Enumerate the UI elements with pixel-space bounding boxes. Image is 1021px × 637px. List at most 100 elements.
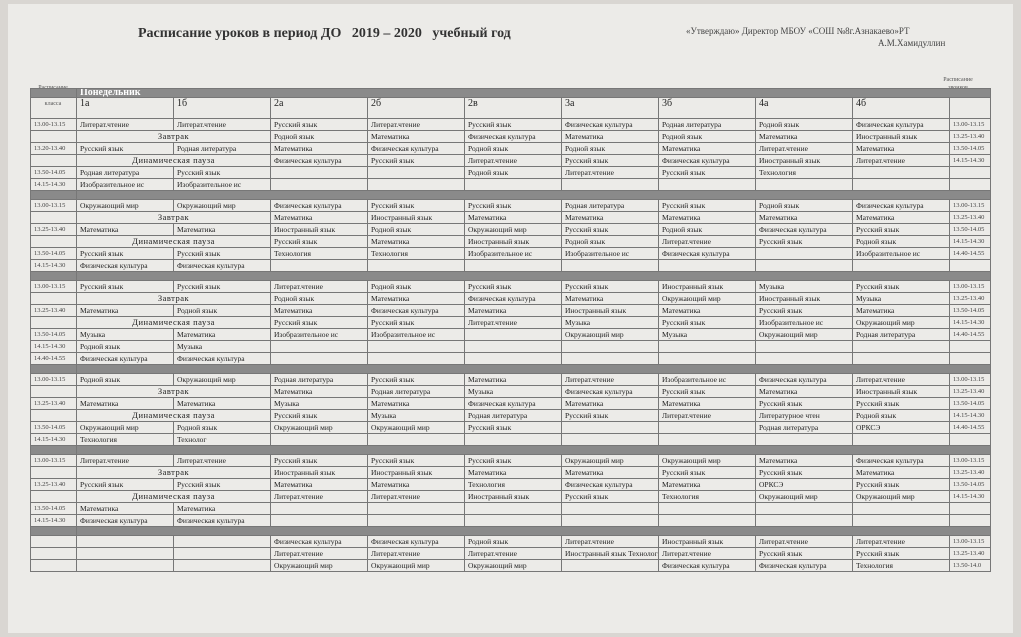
- lesson: Родной язык: [270, 292, 368, 305]
- lesson: Математика: [561, 211, 659, 224]
- lesson: Физическая культура: [658, 559, 756, 572]
- lesson-row: 13.00-13.15 Литерат.чтение Литерат.чтение Р…: [30, 454, 992, 467]
- lesson: [852, 259, 950, 272]
- lesson: Окружающий мир: [852, 490, 950, 503]
- lesson: Литерат.чтение: [173, 454, 271, 467]
- bell-time: 13.00-13.15: [30, 118, 77, 131]
- lesson: Музыка: [76, 328, 174, 341]
- lesson: Окружающий мир: [755, 328, 853, 341]
- lesson: Родная литература: [561, 199, 659, 212]
- lesson: Окружающий мир: [367, 421, 465, 434]
- bell-time: [30, 385, 77, 398]
- lesson: Литерат.чтение: [755, 142, 853, 155]
- bell-time: 13.50-14.05: [948, 223, 992, 236]
- lesson: Математика: [367, 130, 465, 143]
- lesson: Математика: [852, 304, 950, 317]
- lesson: Математика: [173, 397, 271, 410]
- day-bar: [30, 526, 992, 536]
- lesson: Физическая культура: [76, 514, 174, 527]
- lesson: Литерат.чтение: [76, 118, 174, 131]
- lesson: Физическая культура: [658, 154, 756, 167]
- lesson: Русский язык: [464, 118, 562, 131]
- break: Динамическая пауза: [76, 316, 271, 329]
- lesson-row: Динамическая пауза Литерат.чтение Литерат.…: [30, 490, 992, 503]
- bell-time: [30, 466, 77, 479]
- lesson: Окружающий мир: [270, 421, 368, 434]
- lesson: Математика: [658, 478, 756, 491]
- lesson: Музыка: [173, 340, 271, 353]
- lesson: Музыка: [561, 316, 659, 329]
- lesson-row: Физическая культура Физическая культура Ро…: [30, 535, 992, 548]
- lesson: Родная литература: [270, 373, 368, 386]
- day-name: [75, 526, 992, 536]
- lesson: Родная литература: [658, 118, 756, 131]
- lesson-row: 13.25-13.40 Математика Родной язык Математи…: [30, 304, 992, 317]
- bell-time: 14.15-14.30: [948, 316, 992, 329]
- bell-time: [30, 547, 77, 560]
- lesson: [367, 514, 465, 527]
- lesson: Физическая культура: [561, 118, 659, 131]
- bell-time: [948, 433, 992, 446]
- lesson: Иностранный язык: [367, 211, 465, 224]
- lesson: Русский язык: [270, 316, 368, 329]
- lesson: [367, 178, 465, 191]
- lesson-row: Завтрак Математика Иностранный язык Математ…: [30, 211, 992, 224]
- lesson: Иностранный язык: [852, 130, 950, 143]
- lesson: [561, 514, 659, 527]
- lesson: Русский язык: [367, 454, 465, 467]
- lesson: Русский язык: [76, 247, 174, 260]
- lesson: Физическая культура: [464, 292, 562, 305]
- lesson: Физическая культура: [755, 559, 853, 572]
- lesson-row: Динамическая пауза Русский язык Математика…: [30, 235, 992, 248]
- lesson: Иностранный язык: [561, 304, 659, 317]
- lesson: [852, 178, 950, 191]
- day-name: Понедельник: [75, 88, 992, 98]
- lesson: Математика: [658, 211, 756, 224]
- lesson-row: 13.25-13.40 Математика Математика Иностранн…: [30, 223, 992, 236]
- lesson: Родной язык: [464, 142, 562, 155]
- lesson: Русский язык: [270, 118, 368, 131]
- lesson-row: 13.00-13.15 Родной язык Окружающий мир Родн…: [30, 373, 992, 386]
- day-cell: [30, 190, 77, 200]
- lesson-row: Динамическая пауза Русский язык Русский яз…: [30, 316, 992, 329]
- day-name: [75, 271, 992, 281]
- lesson: Математика: [173, 223, 271, 236]
- lesson: Русский язык: [464, 199, 562, 212]
- lesson: Музыка: [270, 397, 368, 410]
- lesson-row: 13.00-13.15 Русский язык Русский язык Литер…: [30, 280, 992, 293]
- class-name: 3б: [658, 97, 756, 119]
- lesson: [658, 433, 756, 446]
- bell-time: 13.00-13.15: [948, 199, 992, 212]
- lesson: Родная литература: [852, 328, 950, 341]
- bell-time: 13.00-13.15: [30, 373, 77, 386]
- lesson: Русский язык: [464, 280, 562, 293]
- bell-time: 13.25-13.40: [30, 478, 77, 491]
- lesson: [561, 259, 659, 272]
- lesson: Русский язык: [367, 373, 465, 386]
- lesson: Технология: [270, 247, 368, 260]
- class-name: 3а: [561, 97, 659, 119]
- lesson: Литерат.чтение: [561, 166, 659, 179]
- lesson: Родной язык: [76, 373, 174, 386]
- lesson: Математика: [76, 223, 174, 236]
- lesson: Окружающий мир: [464, 223, 562, 236]
- lesson: [464, 328, 562, 341]
- class-name: 2а: [270, 97, 368, 119]
- lesson: Физическая культура: [367, 535, 465, 548]
- lesson: Технология: [755, 166, 853, 179]
- lesson: [464, 259, 562, 272]
- lesson: Родной язык: [367, 223, 465, 236]
- bell-time: [30, 535, 77, 548]
- lesson: Физическая культура: [464, 397, 562, 410]
- lesson: [852, 352, 950, 365]
- lesson: Технология: [658, 490, 756, 503]
- day-cell: [30, 271, 77, 281]
- lesson: Математика: [561, 130, 659, 143]
- bell-time: [30, 409, 77, 422]
- bell-time: 13.50-14.0: [948, 559, 992, 572]
- lesson: Литерат.чтение: [658, 409, 756, 422]
- lesson: [464, 433, 562, 446]
- lesson-row: Динамическая пауза Русский язык Музыка Родн…: [30, 409, 992, 422]
- lesson: Окружающий мир: [755, 490, 853, 503]
- lesson: [658, 178, 756, 191]
